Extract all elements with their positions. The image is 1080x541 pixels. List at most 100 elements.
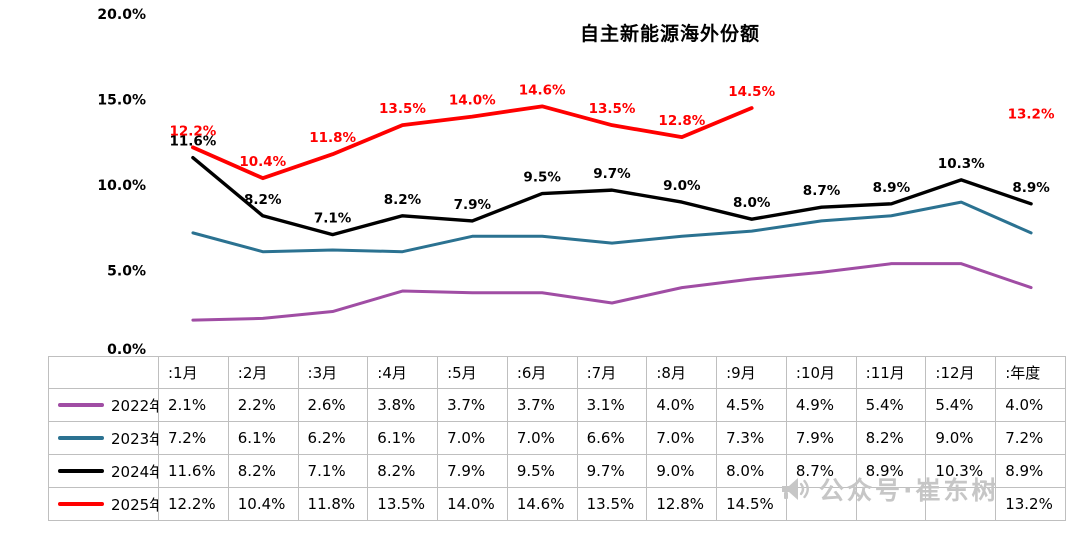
y-axis-tick-label: 20.0% bbox=[97, 7, 146, 23]
table-row: 2024年11.6%8.2%7.1%8.2%7.9%9.5%9.7%9.0%8.… bbox=[48, 454, 1066, 488]
data-label: 8.7% bbox=[803, 183, 841, 199]
column-header: :9月 bbox=[716, 356, 787, 389]
column-header: :6月 bbox=[506, 356, 578, 389]
series-name-label: 2025年 bbox=[111, 495, 158, 514]
table-cell: 8.7% bbox=[785, 454, 857, 488]
table-cell: 4.0% bbox=[995, 388, 1066, 422]
table-cell: 9.5% bbox=[506, 454, 578, 488]
table-cell: 3.7% bbox=[437, 388, 508, 422]
table-cell: 9.7% bbox=[576, 454, 648, 488]
series-line-2025年 bbox=[191, 104, 754, 181]
column-header: :12月 bbox=[925, 356, 997, 389]
table-cell: 8.2% bbox=[227, 454, 299, 488]
data-label: 11.8% bbox=[309, 130, 356, 146]
table-cell: 3.7% bbox=[506, 388, 578, 422]
table-cell: 6.1% bbox=[227, 421, 299, 455]
legend-corner-cell bbox=[48, 356, 159, 389]
data-label: 12.2% bbox=[170, 123, 217, 139]
data-label: 8.9% bbox=[1012, 180, 1050, 196]
table-cell: 13.2% bbox=[995, 487, 1066, 521]
table-cell: 8.9% bbox=[855, 454, 927, 488]
series-legend-cell: 2024年 bbox=[48, 454, 159, 488]
legend-line-icon bbox=[58, 436, 104, 440]
table-cell: 8.2% bbox=[855, 421, 927, 455]
column-header: :8月 bbox=[646, 356, 718, 389]
table-cell: 7.9% bbox=[437, 454, 508, 488]
data-label: 8.2% bbox=[244, 192, 282, 208]
series-name-label: 2024年 bbox=[111, 462, 158, 481]
table-cell: 4.9% bbox=[785, 388, 857, 422]
series-name-label: 2022年 bbox=[111, 396, 158, 415]
table-cell: 11.6% bbox=[158, 454, 229, 488]
table-cell: 10.4% bbox=[227, 487, 299, 521]
column-header: :10月 bbox=[785, 356, 857, 389]
data-label: 9.7% bbox=[593, 166, 631, 182]
table-cell: 14.5% bbox=[716, 487, 787, 521]
chart-title: 自主新能源海外份额 bbox=[579, 23, 760, 45]
table-row: 2023年7.2%6.1%6.2%6.1%7.0%7.0%6.6%7.0%7.3… bbox=[48, 421, 1066, 455]
table-cell: 14.0% bbox=[437, 487, 508, 521]
table-cell bbox=[855, 487, 927, 521]
table-cell: 4.5% bbox=[716, 388, 787, 422]
series-line-2022年 bbox=[191, 262, 1033, 322]
data-table: :1月:2月:3月:4月:5月:6月:7月:8月:9月:10月:11月:12月:… bbox=[48, 356, 1066, 521]
table-cell: 7.2% bbox=[995, 421, 1066, 455]
column-header: :4月 bbox=[367, 356, 439, 389]
table-cell: 8.9% bbox=[995, 454, 1066, 488]
series-line-2023年 bbox=[191, 200, 1033, 254]
legend-line-icon bbox=[58, 502, 104, 506]
data-label: 11.6% bbox=[170, 134, 217, 150]
table-cell: 3.8% bbox=[367, 388, 439, 422]
table-cell: 2.6% bbox=[297, 388, 369, 422]
table-cell: 7.0% bbox=[437, 421, 508, 455]
table-cell: 2.2% bbox=[227, 388, 299, 422]
table-cell: 3.1% bbox=[576, 388, 648, 422]
table-row: 2025年12.2%10.4%11.8%13.5%14.0%14.6%13.5%… bbox=[48, 487, 1066, 521]
chart-svg: 20.0% 15.0% 10.0% 5.0% 0.0% 11.6% 8.2% 7.1% 8.2%… bbox=[97, 7, 1055, 358]
table-cell bbox=[925, 487, 997, 521]
legend-line-icon bbox=[58, 403, 104, 407]
table-cell: 8.2% bbox=[367, 454, 439, 488]
data-label: 8.2% bbox=[384, 192, 422, 208]
table-row: 2022年2.1%2.2%2.6%3.8%3.7%3.7%3.1%4.0%4.5… bbox=[48, 388, 1066, 422]
table-cell: 6.2% bbox=[297, 421, 369, 455]
series-name-label: 2023年 bbox=[111, 429, 158, 448]
series-line-2024年 bbox=[191, 155, 1033, 237]
table-cell: 2.1% bbox=[158, 388, 229, 422]
data-label: 8.9% bbox=[873, 180, 911, 196]
series-legend-cell: 2022年 bbox=[48, 388, 159, 422]
y-axis-tick-label: 10.0% bbox=[97, 178, 146, 194]
series-legend-cell: 2023年 bbox=[48, 421, 159, 455]
data-label: 13.2% bbox=[1008, 106, 1055, 122]
data-label: 9.5% bbox=[523, 170, 561, 186]
data-label: 13.5% bbox=[589, 101, 636, 117]
table-cell: 8.0% bbox=[716, 454, 787, 488]
column-header: :3月 bbox=[297, 356, 369, 389]
table-cell: 13.5% bbox=[367, 487, 439, 521]
data-label: 14.0% bbox=[449, 93, 496, 109]
table-cell: 9.0% bbox=[925, 421, 997, 455]
y-axis-tick-label: 0.0% bbox=[107, 342, 146, 358]
column-header: :11月 bbox=[855, 356, 927, 389]
data-label: 12.8% bbox=[658, 113, 705, 129]
table-cell: 7.3% bbox=[716, 421, 787, 455]
table-cell: 7.9% bbox=[785, 421, 857, 455]
series-legend-cell: 2025年 bbox=[48, 487, 159, 521]
table-cell: 13.5% bbox=[576, 487, 648, 521]
table-cell: 7.2% bbox=[158, 421, 229, 455]
data-label: 8.0% bbox=[733, 195, 771, 211]
table-header-row: :1月:2月:3月:4月:5月:6月:7月:8月:9月:10月:11月:12月:… bbox=[48, 356, 1066, 389]
table-cell: 6.6% bbox=[576, 421, 648, 455]
table-cell: 6.1% bbox=[367, 421, 439, 455]
table-cell bbox=[785, 487, 857, 521]
table-cell: 5.4% bbox=[855, 388, 927, 422]
table-cell: 9.0% bbox=[646, 454, 718, 488]
table-cell: 4.0% bbox=[646, 388, 718, 422]
table-cell: 14.6% bbox=[506, 487, 578, 521]
column-header: :5月 bbox=[437, 356, 508, 389]
data-label: 7.9% bbox=[454, 197, 492, 213]
data-label: 13.5% bbox=[379, 101, 426, 117]
data-label: 10.4% bbox=[239, 154, 286, 170]
table-cell: 5.4% bbox=[925, 388, 997, 422]
